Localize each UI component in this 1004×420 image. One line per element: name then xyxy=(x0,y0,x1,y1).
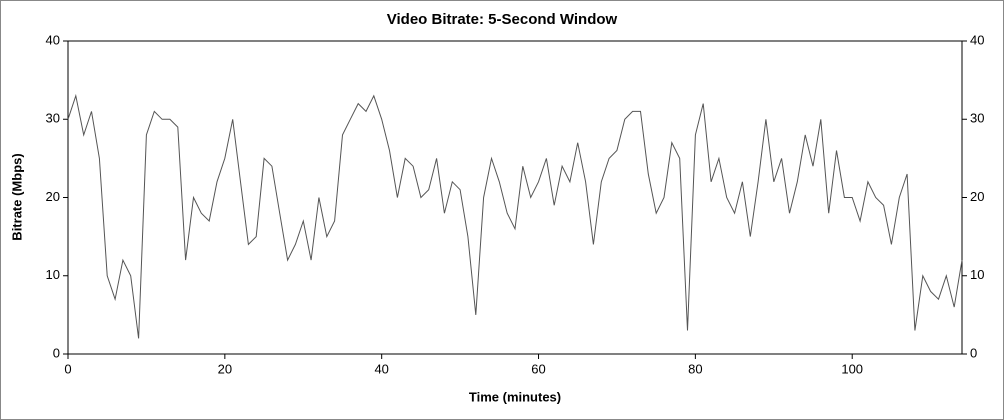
y-axis-label: Bitrate (Mbps) xyxy=(9,153,24,240)
x-tick-label: 60 xyxy=(531,361,545,376)
y2-tick-label: 0 xyxy=(970,345,977,360)
data-line xyxy=(67,93,963,339)
x-tick-label: 40 xyxy=(374,361,388,376)
y2-tick-label: 30 xyxy=(970,111,984,126)
x-axis-label: Time (minutes) xyxy=(469,389,561,404)
y-tick-label: 10 xyxy=(46,267,60,282)
y2-tick-label: 20 xyxy=(970,189,984,204)
x-tick-label: 80 xyxy=(688,361,702,376)
x-tick-label: 0 xyxy=(64,361,71,376)
y-tick-label: 20 xyxy=(46,189,60,204)
chart-title: Video Bitrate: 5-Second Window xyxy=(387,11,618,28)
y2-tick-label: 10 xyxy=(970,267,984,282)
y2-tick-label: 40 xyxy=(970,32,984,47)
y-tick-label: 40 xyxy=(46,32,60,47)
y-tick-label: 30 xyxy=(46,111,60,126)
x-tick-label: 100 xyxy=(841,361,863,376)
y-tick-label: 0 xyxy=(53,345,60,360)
x-tick-label: 20 xyxy=(218,361,232,376)
